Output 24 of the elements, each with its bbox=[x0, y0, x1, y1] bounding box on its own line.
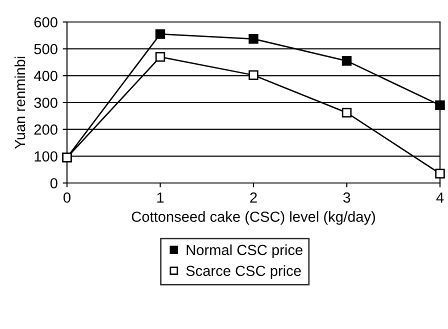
point bbox=[155, 29, 166, 39]
x-tick-label: 1 bbox=[157, 192, 164, 203]
point bbox=[342, 108, 352, 118]
point bbox=[248, 70, 258, 80]
point bbox=[342, 56, 352, 66]
point bbox=[248, 34, 258, 44]
x-tick-label: 3 bbox=[343, 192, 350, 203]
point bbox=[155, 52, 166, 62]
y-tick-label: 100 bbox=[34, 151, 58, 162]
y-axis-title: Yuan renminbi bbox=[14, 56, 26, 149]
legend-label: Scarce CSC price bbox=[186, 265, 301, 279]
x-tick-label: 0 bbox=[64, 192, 70, 203]
point bbox=[435, 100, 445, 110]
y-tick-label: 600 bbox=[34, 17, 58, 28]
x-tick-label: 2 bbox=[250, 192, 257, 203]
y-tick-label: 300 bbox=[34, 98, 58, 108]
y-tick-label: 0 bbox=[50, 178, 58, 188]
y-tick-label: 500 bbox=[34, 44, 58, 54]
point bbox=[435, 168, 445, 178]
y-tick-label: 200 bbox=[34, 124, 58, 135]
legend-label: Normal CSC price bbox=[186, 244, 302, 258]
x-axis-title: Cottonseed cake (CSC) level (kg/day) bbox=[132, 211, 375, 225]
x-tick-label: 4 bbox=[436, 192, 444, 203]
y-tick-label: 400 bbox=[34, 70, 58, 82]
